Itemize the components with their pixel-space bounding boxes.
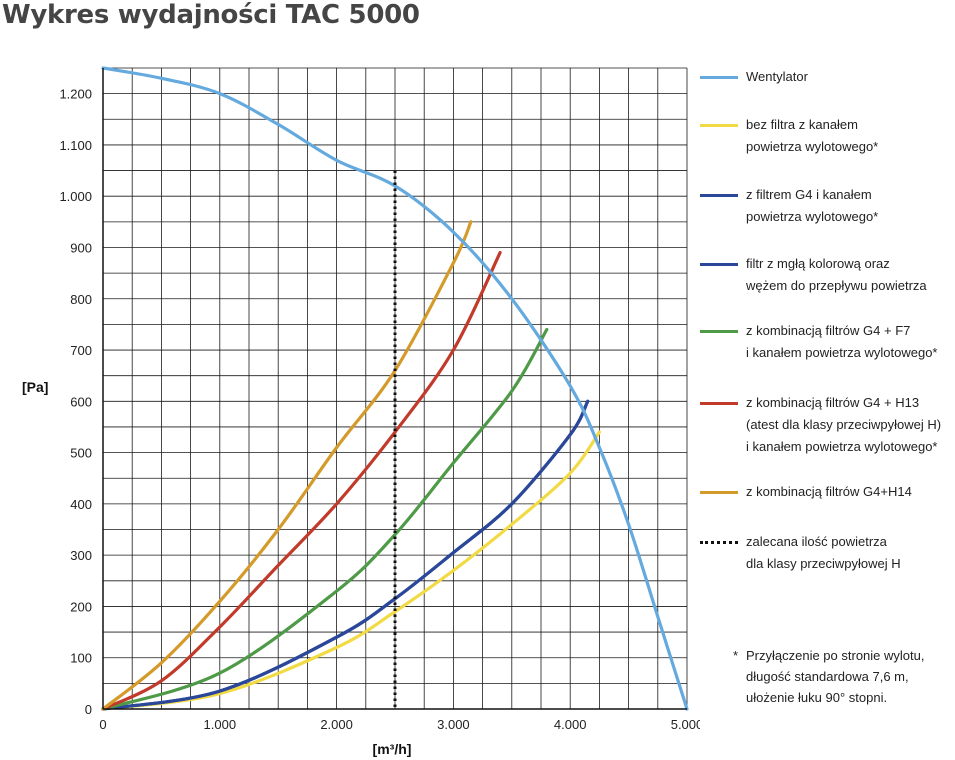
legend-swatch — [700, 541, 738, 544]
y-tick-label: 600 — [70, 394, 92, 409]
series-line-0 — [101, 66, 689, 711]
y-tick-label: 500 — [70, 446, 92, 461]
y-tick-label: 0 — [85, 702, 92, 717]
legend-label: zalecana ilość powietrza dla klasy przec… — [746, 534, 901, 571]
y-tick-label: 1.000 — [59, 189, 92, 204]
legend-label: z kombinacją filtrów G4 + H13 (atest dla… — [746, 395, 942, 454]
series-line-6 — [101, 220, 473, 711]
y-tick-label: 300 — [70, 548, 92, 563]
x-axis-label: [m³/h] — [373, 741, 412, 757]
axis-layer — [102, 68, 687, 710]
x-tick-label: 5.000 — [671, 717, 700, 732]
y-tick-label: 1.100 — [59, 138, 92, 153]
footnote-star: * — [733, 648, 739, 663]
legend-label: Wentylator — [746, 69, 808, 84]
tick-layer: 0 1.000 2.000 3.000 4.000 5.000 0 100 200 300 400 5… — [59, 87, 700, 732]
x-tick-label: 2.000 — [320, 717, 353, 732]
legend-label: bez filtra z kanałem powietrza wylotoweg… — [746, 117, 879, 154]
page-title: Wykres wydajności TAC 5000 — [2, 0, 420, 30]
legend-swatch — [700, 76, 738, 79]
x-tick-label: 3.000 — [437, 717, 470, 732]
y-axis-label: [Pa] — [22, 379, 48, 395]
legend-swatch — [700, 194, 738, 197]
y-tick-label: 700 — [70, 343, 92, 358]
y-tick-label: 800 — [70, 292, 92, 307]
series-line-5 — [101, 251, 502, 711]
x-tick-label: 0 — [99, 717, 106, 732]
legend-label: z filtrem G4 i kanałem powietrza wylotow… — [746, 187, 879, 224]
y-tick-label: 100 — [70, 651, 92, 666]
y-tick-label: 400 — [70, 497, 92, 512]
y-tick-label: 900 — [70, 240, 92, 255]
series-line-3 — [101, 399, 590, 711]
legend-swatch — [700, 402, 738, 405]
legend-label: filtr z mgłą kolorową oraz wężem do prze… — [746, 256, 927, 293]
performance-chart: 0 1.000 2.000 3.000 4.000 5.000 0 100 200 300 400 5… — [22, 66, 700, 757]
series-line-1 — [101, 430, 601, 711]
y-tick-label: 1.200 — [59, 87, 92, 102]
series-layer — [101, 66, 689, 711]
legend-swatch — [700, 491, 738, 494]
legend-swatch — [700, 263, 738, 266]
legend-swatch — [700, 330, 738, 333]
x-tick-label: 4.000 — [554, 717, 587, 732]
x-tick-label: 1.000 — [204, 717, 237, 732]
legend-swatch — [700, 124, 738, 127]
legend-label: z kombinacją filtrów G4+H14 — [746, 484, 912, 499]
legend-label: z kombinacją filtrów G4 + F7 i kanałem p… — [746, 323, 938, 360]
y-tick-label: 200 — [70, 599, 92, 614]
series-line-4 — [101, 327, 549, 711]
footnote-text: Przyłączenie po stronie wylotu, długość … — [746, 648, 925, 705]
